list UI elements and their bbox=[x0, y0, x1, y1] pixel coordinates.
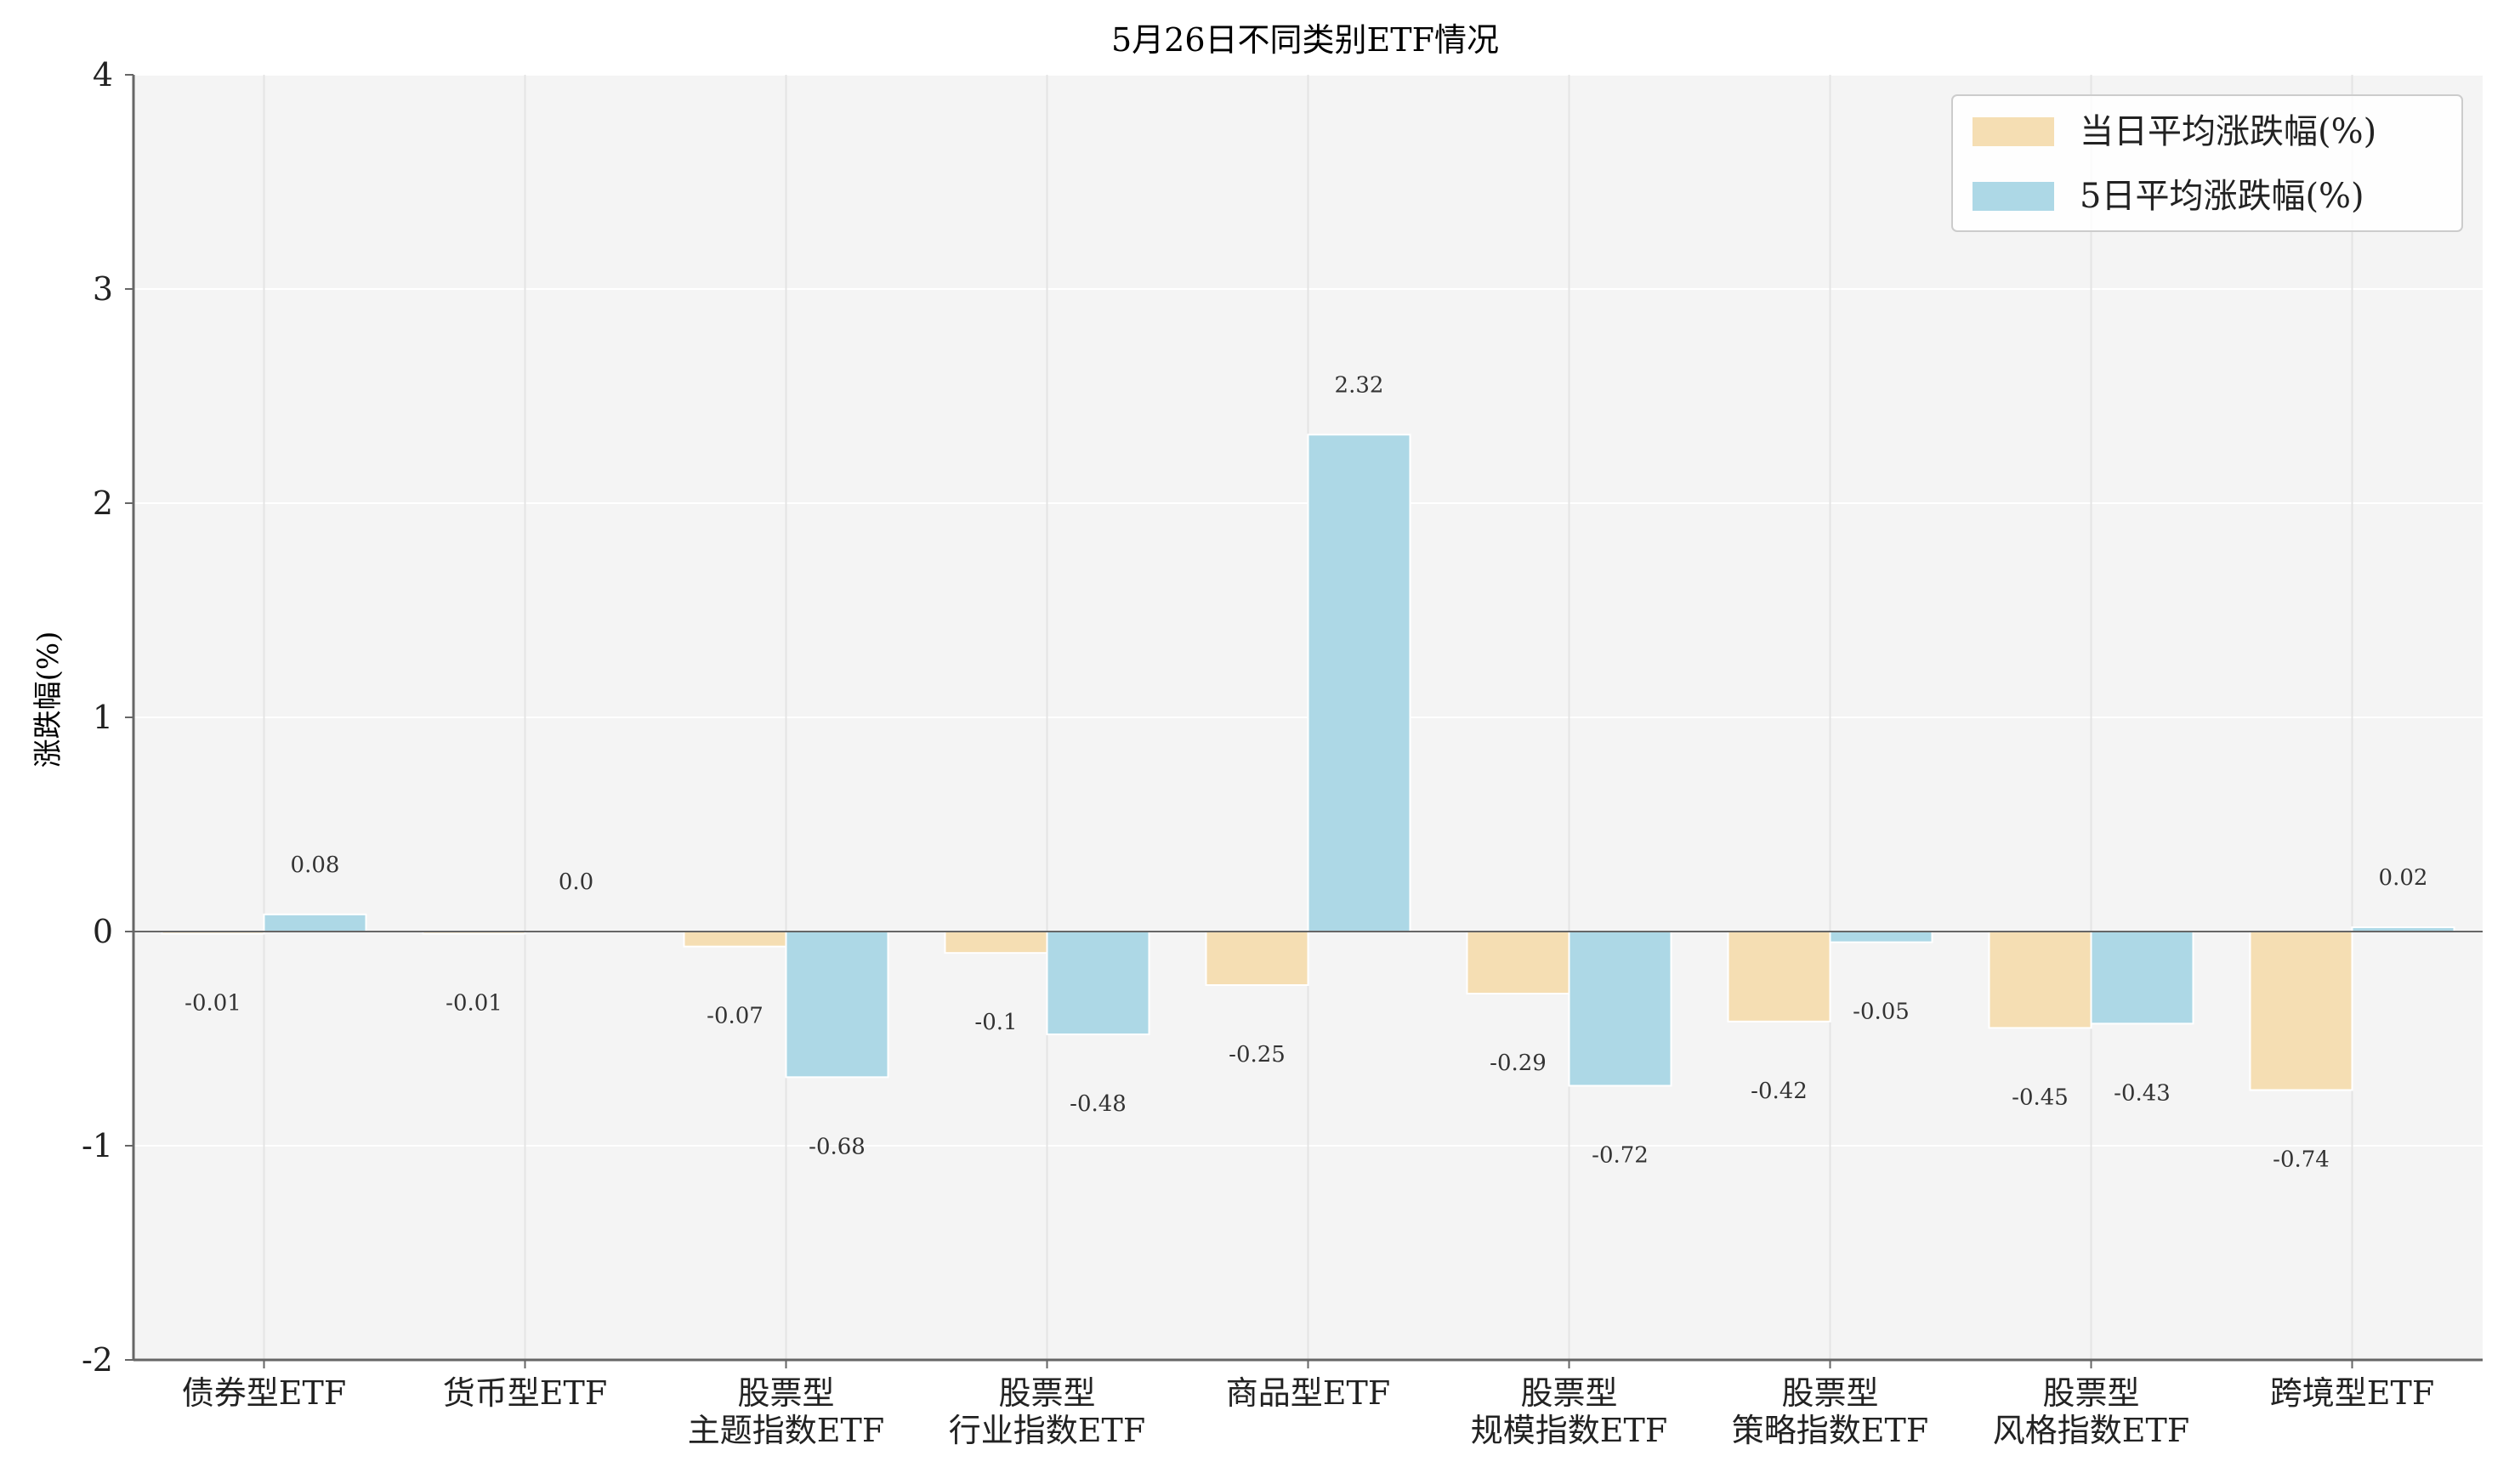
y-tick-label: 1 bbox=[93, 699, 113, 736]
bar-fiveday bbox=[1568, 931, 1672, 1087]
data-label: -0.48 bbox=[1070, 1091, 1127, 1117]
data-label: -0.42 bbox=[1751, 1079, 1808, 1104]
x-tick-label: 风格指数ETF bbox=[1993, 1412, 2189, 1449]
data-label: 2.32 bbox=[1335, 372, 1384, 398]
data-label: -0.05 bbox=[1853, 1000, 1910, 1025]
legend-label: 当日平均涨跌幅(%) bbox=[2080, 112, 2376, 151]
x-tick-label: 规模指数ETF bbox=[1471, 1412, 1667, 1449]
bar-daily bbox=[1205, 931, 1309, 986]
bar-fiveday bbox=[263, 913, 367, 932]
data-label: -0.29 bbox=[1490, 1051, 1547, 1076]
data-labels: -0.01 -0.01 -0.07 -0.1 -0.25 -0.29 -0.42 -0.45 -… bbox=[184, 372, 2427, 1172]
data-label: 0.02 bbox=[2379, 865, 2428, 891]
x-tick-label: 股票型 bbox=[737, 1374, 834, 1412]
data-label: -0.01 bbox=[446, 991, 502, 1017]
bar-fiveday bbox=[1046, 931, 1150, 1035]
chart-title: 5月26日不同类别ETF情况 bbox=[1111, 21, 1499, 59]
data-label: -0.25 bbox=[1229, 1042, 1286, 1068]
bar-daily bbox=[683, 931, 787, 948]
legend-label: 5日平均涨跌幅(%) bbox=[2080, 177, 2364, 216]
legend-swatch bbox=[1973, 182, 2054, 211]
y-tick-label: 3 bbox=[93, 270, 113, 308]
legend: 当日平均涨跌幅(%) 5日平均涨跌幅(%) bbox=[1951, 94, 2463, 232]
x-tick-label: 股票型 bbox=[998, 1374, 1095, 1412]
bars bbox=[161, 433, 2455, 1091]
x-tick-label: 跨境型ETF bbox=[2270, 1374, 2434, 1412]
x-tick-label: 主题指数ETF bbox=[688, 1412, 884, 1449]
x-tick-label: 股票型 bbox=[2042, 1374, 2139, 1412]
bar-daily bbox=[944, 931, 1048, 954]
x-tick-label: 行业指数ETF bbox=[949, 1412, 1145, 1449]
data-label: -0.43 bbox=[2114, 1080, 2171, 1106]
bar-fiveday bbox=[1829, 931, 1933, 943]
y-tick-label: -2 bbox=[82, 1341, 113, 1379]
bar-daily bbox=[1988, 931, 2092, 1029]
data-label: -0.72 bbox=[1592, 1142, 1649, 1168]
data-label: 0.08 bbox=[291, 852, 340, 878]
bar-daily bbox=[1466, 931, 1570, 995]
legend-box bbox=[1951, 94, 2463, 232]
data-label: -0.01 bbox=[184, 991, 241, 1017]
data-label: -0.45 bbox=[2012, 1085, 2069, 1110]
y-tick-label: 0 bbox=[93, 913, 113, 950]
legend-swatch bbox=[1973, 117, 2054, 146]
data-label: -0.74 bbox=[2273, 1147, 2330, 1172]
x-tick-label: 股票型 bbox=[1781, 1374, 1878, 1412]
bar-fiveday bbox=[1307, 433, 1411, 932]
x-tick-label: 股票型 bbox=[1520, 1374, 1617, 1412]
data-label: -0.68 bbox=[809, 1134, 866, 1159]
y-tick-label: 4 bbox=[93, 56, 113, 93]
x-tick-label: 策略指数ETF bbox=[1732, 1412, 1928, 1449]
bar-daily bbox=[1727, 931, 1831, 1022]
x-tick-label: 货币型ETF bbox=[443, 1374, 607, 1412]
x-tick-label: 商品型ETF bbox=[1226, 1374, 1390, 1412]
bar-fiveday bbox=[785, 931, 889, 1079]
data-label: -0.07 bbox=[707, 1004, 763, 1029]
bar-daily bbox=[2249, 931, 2353, 1091]
data-label: -0.1 bbox=[974, 1010, 1017, 1035]
bar-fiveday bbox=[2090, 931, 2194, 1025]
y-tick-label: 2 bbox=[93, 484, 113, 522]
x-tick-label: 债券型ETF bbox=[182, 1374, 346, 1412]
y-tick-label: -1 bbox=[82, 1127, 113, 1164]
y-axis-label: 涨跌幅(%) bbox=[31, 632, 65, 768]
data-label: 0.0 bbox=[559, 869, 593, 895]
